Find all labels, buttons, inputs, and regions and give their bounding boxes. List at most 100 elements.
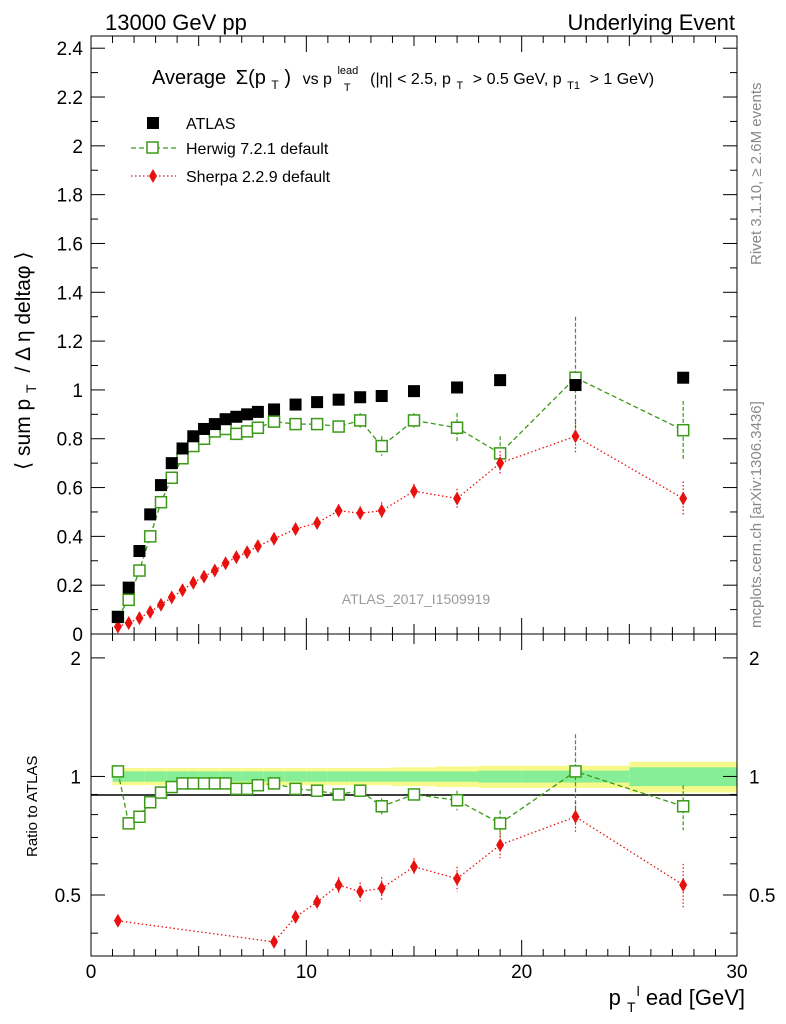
ratio-ytick-label-right: 1 (749, 767, 760, 788)
title-average: Average (152, 67, 226, 89)
ratio-sherpa-point (410, 859, 418, 874)
main-sherpa-point (253, 539, 262, 554)
main-sherpa-point (189, 575, 198, 590)
ratio-herwig-point (289, 782, 302, 796)
ratio-band-inner (220, 771, 231, 782)
title-cond2: > 0.5 GeV, p (473, 71, 562, 88)
main-ytick-labels: 0 0.2 0.4 0.6 0.8 1 1.2 1.4 1.6 1.8 2 2.2 2.4 (57, 39, 84, 646)
ratio-band-inner (177, 771, 188, 782)
ratio-band (112, 761, 737, 793)
ratio-band-inner (263, 771, 285, 782)
ratio-ytick-label: 2 (70, 649, 81, 670)
ratio-herwig-point (251, 778, 265, 792)
title-cond1-sub: T (457, 80, 464, 92)
ratio-herwig-point (133, 810, 146, 824)
main-atlas-point (375, 390, 388, 403)
main-herwig-point (289, 417, 302, 431)
main-atlas-point (187, 430, 200, 443)
xlabel-p: p (609, 985, 621, 1010)
main-herwig-point (230, 427, 243, 441)
main-ticks (90, 36, 738, 635)
main-sherpa-point (146, 605, 155, 620)
ratio-sherpa-point (571, 809, 580, 824)
ratio-xtick-label: 10 (296, 962, 317, 983)
main-herwig-point (353, 414, 367, 427)
ratio-sherpa-point (313, 894, 322, 909)
main-sherpa-point (377, 503, 386, 518)
main-sherpa-point (221, 556, 230, 571)
main-atlas-point (111, 610, 124, 623)
ratio-series (111, 734, 690, 949)
legend-label-atlas: ATLAS (186, 116, 236, 133)
main-herwig-point (450, 421, 464, 435)
ratio-band-inner (370, 771, 393, 782)
main-ytick-label: 0.4 (57, 527, 84, 548)
ratio-herwig-point (219, 777, 232, 790)
main-herwig-point (375, 439, 388, 453)
main-sherpa-point (313, 515, 322, 530)
main-sherpa-point (571, 429, 580, 444)
ratio-herwig-point (154, 786, 168, 799)
title-cond3: > 1 GeV) (590, 71, 654, 88)
main-sherpa-point (113, 619, 122, 634)
title-sigma-sub: T (271, 78, 279, 92)
ratio-herwig-point (208, 777, 222, 790)
ratio-band-inner (198, 771, 210, 782)
ratio-sherpa-point (377, 881, 386, 896)
main-atlas-point (408, 385, 420, 398)
main-atlas-point (230, 410, 243, 423)
ratio-series-line (117, 816, 684, 943)
title-lead-sub: T (344, 82, 351, 94)
ratio-band-inner (155, 771, 167, 782)
ratio-xtick-label: 20 (511, 962, 532, 983)
ratio-band-inner (134, 771, 145, 782)
ratio-ytick-label: 0.5 (55, 886, 81, 907)
main-sherpa-point (243, 545, 252, 560)
ratio-herwig-point (375, 800, 388, 813)
main-atlas-point (144, 508, 157, 521)
ratio-band-inner (327, 771, 350, 782)
main-ytick-label: 2 (72, 137, 83, 158)
main-atlas-point (569, 379, 582, 392)
main-sherpa-point (200, 569, 209, 584)
main-ytick-label: 2.2 (57, 88, 83, 109)
ratio-band-inner (306, 771, 328, 782)
ratio-band-inner (284, 771, 307, 782)
ratio-sherpa-point (334, 878, 343, 893)
ratio-herwig-point (407, 788, 421, 801)
main-atlas-point (133, 545, 146, 558)
header-right: Underlying Event (567, 10, 735, 35)
watermark: ATLAS_2017_I1509919 (342, 591, 491, 607)
ratio-herwig-point (230, 782, 243, 796)
main-herwig-point (332, 420, 345, 433)
main-atlas-point (198, 422, 211, 435)
ylabel-part-a: ⟨ sum p (12, 399, 35, 470)
main-sherpa-point (232, 550, 241, 565)
main-sherpa-point (124, 616, 133, 631)
ratio-band-inner (123, 771, 135, 782)
main-herwig-point (310, 417, 324, 431)
main-ytick-label: 1.4 (57, 283, 84, 304)
main-sherpa-point (334, 503, 343, 518)
main-herwig-point (133, 564, 146, 577)
main-atlas-point (176, 442, 189, 455)
main-atlas-point (219, 413, 232, 426)
main-sherpa-point (496, 456, 505, 471)
legend: ATLAS Herwig 7.2.1 default Sherpa 2.2.9 … (131, 116, 331, 186)
main-sherpa-point (210, 563, 219, 578)
main-atlas-point (251, 405, 264, 418)
ylabel-part-b: / Δ η deltaφ ⟩ (12, 251, 35, 372)
main-ytick-label: 0.8 (57, 430, 83, 451)
main-atlas-point (311, 396, 324, 409)
main-atlas-point (165, 457, 178, 470)
main-sherpa-point (453, 491, 462, 506)
ratio-sherpa-point (679, 878, 688, 893)
title-lead-sup: lead (337, 65, 358, 77)
legend-label-herwig: Herwig 7.2.1 default (186, 141, 329, 158)
main-ytick-label: 0.2 (57, 576, 83, 597)
main-atlas-point (268, 403, 281, 416)
ratio-ticks (90, 634, 738, 956)
xlabel-sub: T (627, 999, 636, 1015)
main-herwig-point (122, 593, 135, 607)
ratio-panel: Ratio to ATLAS 0.5 0.5 1 1 2 2 0 10 20 30 p T l … (24, 633, 775, 1015)
